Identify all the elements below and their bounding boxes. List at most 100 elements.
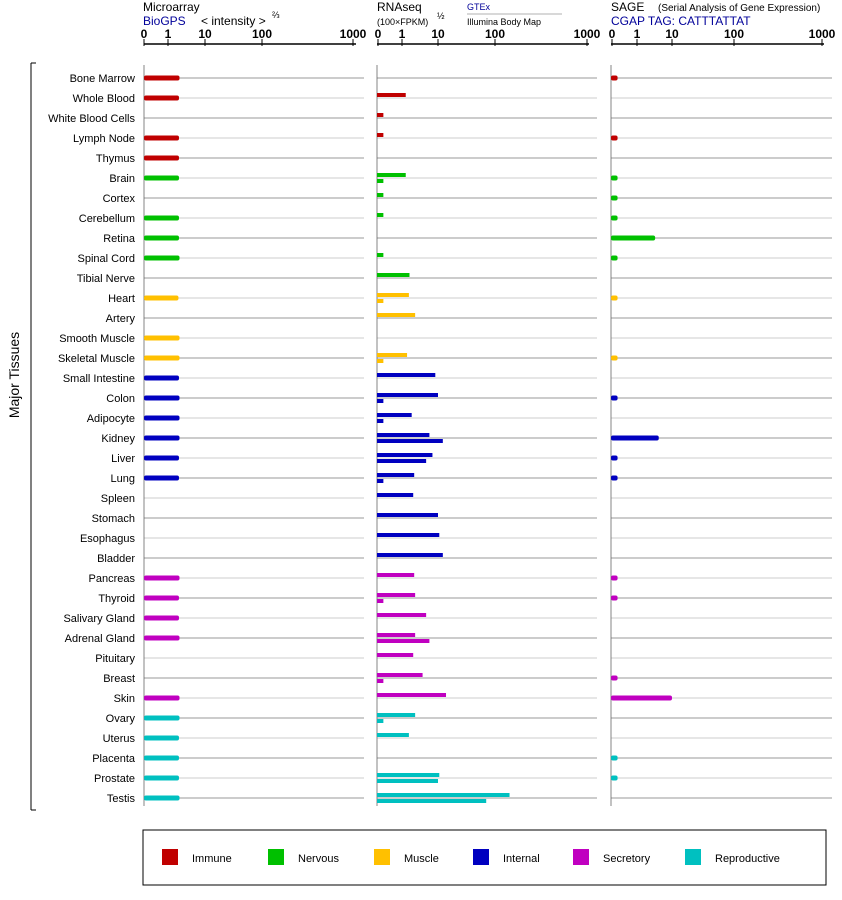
micro-tick-label: 1 (165, 27, 172, 41)
microarray-bar (144, 455, 180, 461)
panel-axes: 0 1 10 100 1000 0 1 10 100 1000 0 1 10 100 1000 (141, 27, 836, 806)
tissue-label: Smooth Muscle (59, 333, 135, 345)
gtex-bar (377, 553, 443, 557)
legend-label-immune: Immune (192, 853, 232, 865)
legend-swatch-immune (162, 849, 178, 865)
illumina-body-map-bar (377, 299, 384, 303)
tissue-label: Bone Marrow (70, 73, 135, 85)
sage-bar (611, 255, 618, 261)
rnaseq-tick-label: 0 (375, 27, 382, 41)
micro-tick-label: 0 (141, 27, 148, 41)
microarray-bar (144, 615, 180, 621)
sage-bar (611, 455, 618, 461)
legend-swatch-secretory (573, 849, 589, 865)
tissue-label: Bladder (97, 553, 135, 565)
tissue-label: Breast (103, 673, 135, 685)
tissue-label: Skin (114, 693, 135, 705)
sage-tick-label: 0 (609, 27, 616, 41)
gtex-bar (377, 673, 423, 677)
illumina-body-map-bar (377, 179, 384, 183)
microarray-bar (144, 795, 180, 801)
illumina-body-map-bar (377, 779, 438, 783)
gtex-bar (377, 373, 436, 377)
microarray-bar (144, 355, 180, 361)
illumina-body-map-bar (377, 459, 427, 463)
tissue-label: Pituitary (95, 653, 135, 665)
legend-label-internal: Internal (503, 853, 540, 865)
tissue-label: Adrenal Gland (65, 633, 135, 645)
major-tissues-label: Major Tissues (6, 332, 22, 418)
gtex-bar (377, 253, 384, 257)
gtex-bar (377, 113, 384, 117)
sage-bar (611, 395, 618, 401)
gtex-bar (377, 513, 438, 517)
tissue-label: Kidney (101, 433, 135, 445)
sage-bar (611, 295, 618, 301)
sage-tick-label: 10 (665, 27, 679, 41)
gtex-bar (377, 93, 406, 97)
tissue-label: Spleen (101, 493, 135, 505)
tissue-label: Adipocyte (87, 413, 135, 425)
sage-tick-label: 1 (634, 27, 641, 41)
microarray-bar (144, 95, 180, 101)
tissue-label: Cortex (103, 193, 136, 205)
sage-title: SAGE (611, 0, 644, 14)
gtex-bar (377, 733, 409, 737)
sage-subtitle: CGAP TAG: CATTTATTAT (611, 14, 751, 28)
illumina-body-map-bar (377, 359, 384, 363)
tissue-label: Salivary Gland (63, 613, 135, 625)
tissue-label: Lymph Node (73, 133, 135, 145)
microarray-bar (144, 575, 180, 581)
microarray-unit-label: < intensity > (201, 14, 266, 28)
legend-swatch-nervous (268, 849, 284, 865)
microarray-bar (144, 255, 180, 261)
micro-tick-label: 10 (198, 27, 212, 41)
tissue-label: Thyroid (98, 593, 135, 605)
tissue-label: White Blood Cells (48, 113, 135, 125)
legend-label-secretory: Secretory (603, 853, 651, 865)
rnaseq-header: RNAseq (100×FPKM) ½ GTEx Illumina Body M… (377, 0, 562, 27)
microarray-bar (144, 595, 180, 601)
rnaseq-tick-label: 10 (431, 27, 445, 41)
illumina-body-map-bar (377, 799, 487, 803)
sage-tick-label: 100 (724, 27, 744, 41)
microarray-bar (144, 235, 180, 241)
sage-bar (611, 355, 618, 361)
microarray-bar (144, 135, 180, 141)
gtex-bar (377, 273, 410, 277)
tissue-label: Ovary (106, 713, 136, 725)
tissue-label: Small Intestine (63, 373, 135, 385)
microarray-bar (144, 735, 180, 741)
microarray-bar (144, 295, 179, 301)
sage-bar (611, 435, 659, 441)
tissue-label: Placenta (92, 753, 136, 765)
gtex-bar (377, 493, 414, 497)
microarray-bar (144, 155, 180, 161)
illumina-body-map-bar (377, 719, 384, 723)
tissue-label: Artery (106, 313, 136, 325)
gtex-bar (377, 133, 384, 137)
tissue-label: Retina (103, 233, 136, 245)
tissue-label: Whole Blood (73, 93, 135, 105)
tissue-label: Thymus (96, 153, 136, 165)
gtex-bar (377, 613, 427, 617)
tissue-labels: Bone Marrow Whole Blood White Blood Cells L… (48, 73, 136, 805)
legend-swatch-muscle (374, 849, 390, 865)
tissue-label: Prostate (94, 773, 135, 785)
tissue-label: Tibial Nerve (77, 273, 135, 285)
tissue-label: Spinal Cord (78, 253, 135, 265)
microarray-title: Microarray (143, 0, 200, 14)
tissue-label: Liver (111, 453, 135, 465)
gtex-bar (377, 453, 433, 457)
tissue-label: Testis (107, 793, 136, 805)
microarray-bar (144, 715, 180, 721)
microarray-subtitle: BioGPS (143, 14, 186, 28)
illumina-body-map-bar (377, 479, 384, 483)
microarray-bar (144, 375, 180, 381)
gtex-bar (377, 653, 414, 657)
sage-bar (611, 195, 618, 201)
gtex-bar (377, 353, 408, 357)
sage-bar (611, 695, 672, 701)
tissue-label: Cerebellum (79, 213, 135, 225)
micro-tick-label: 100 (252, 27, 272, 41)
